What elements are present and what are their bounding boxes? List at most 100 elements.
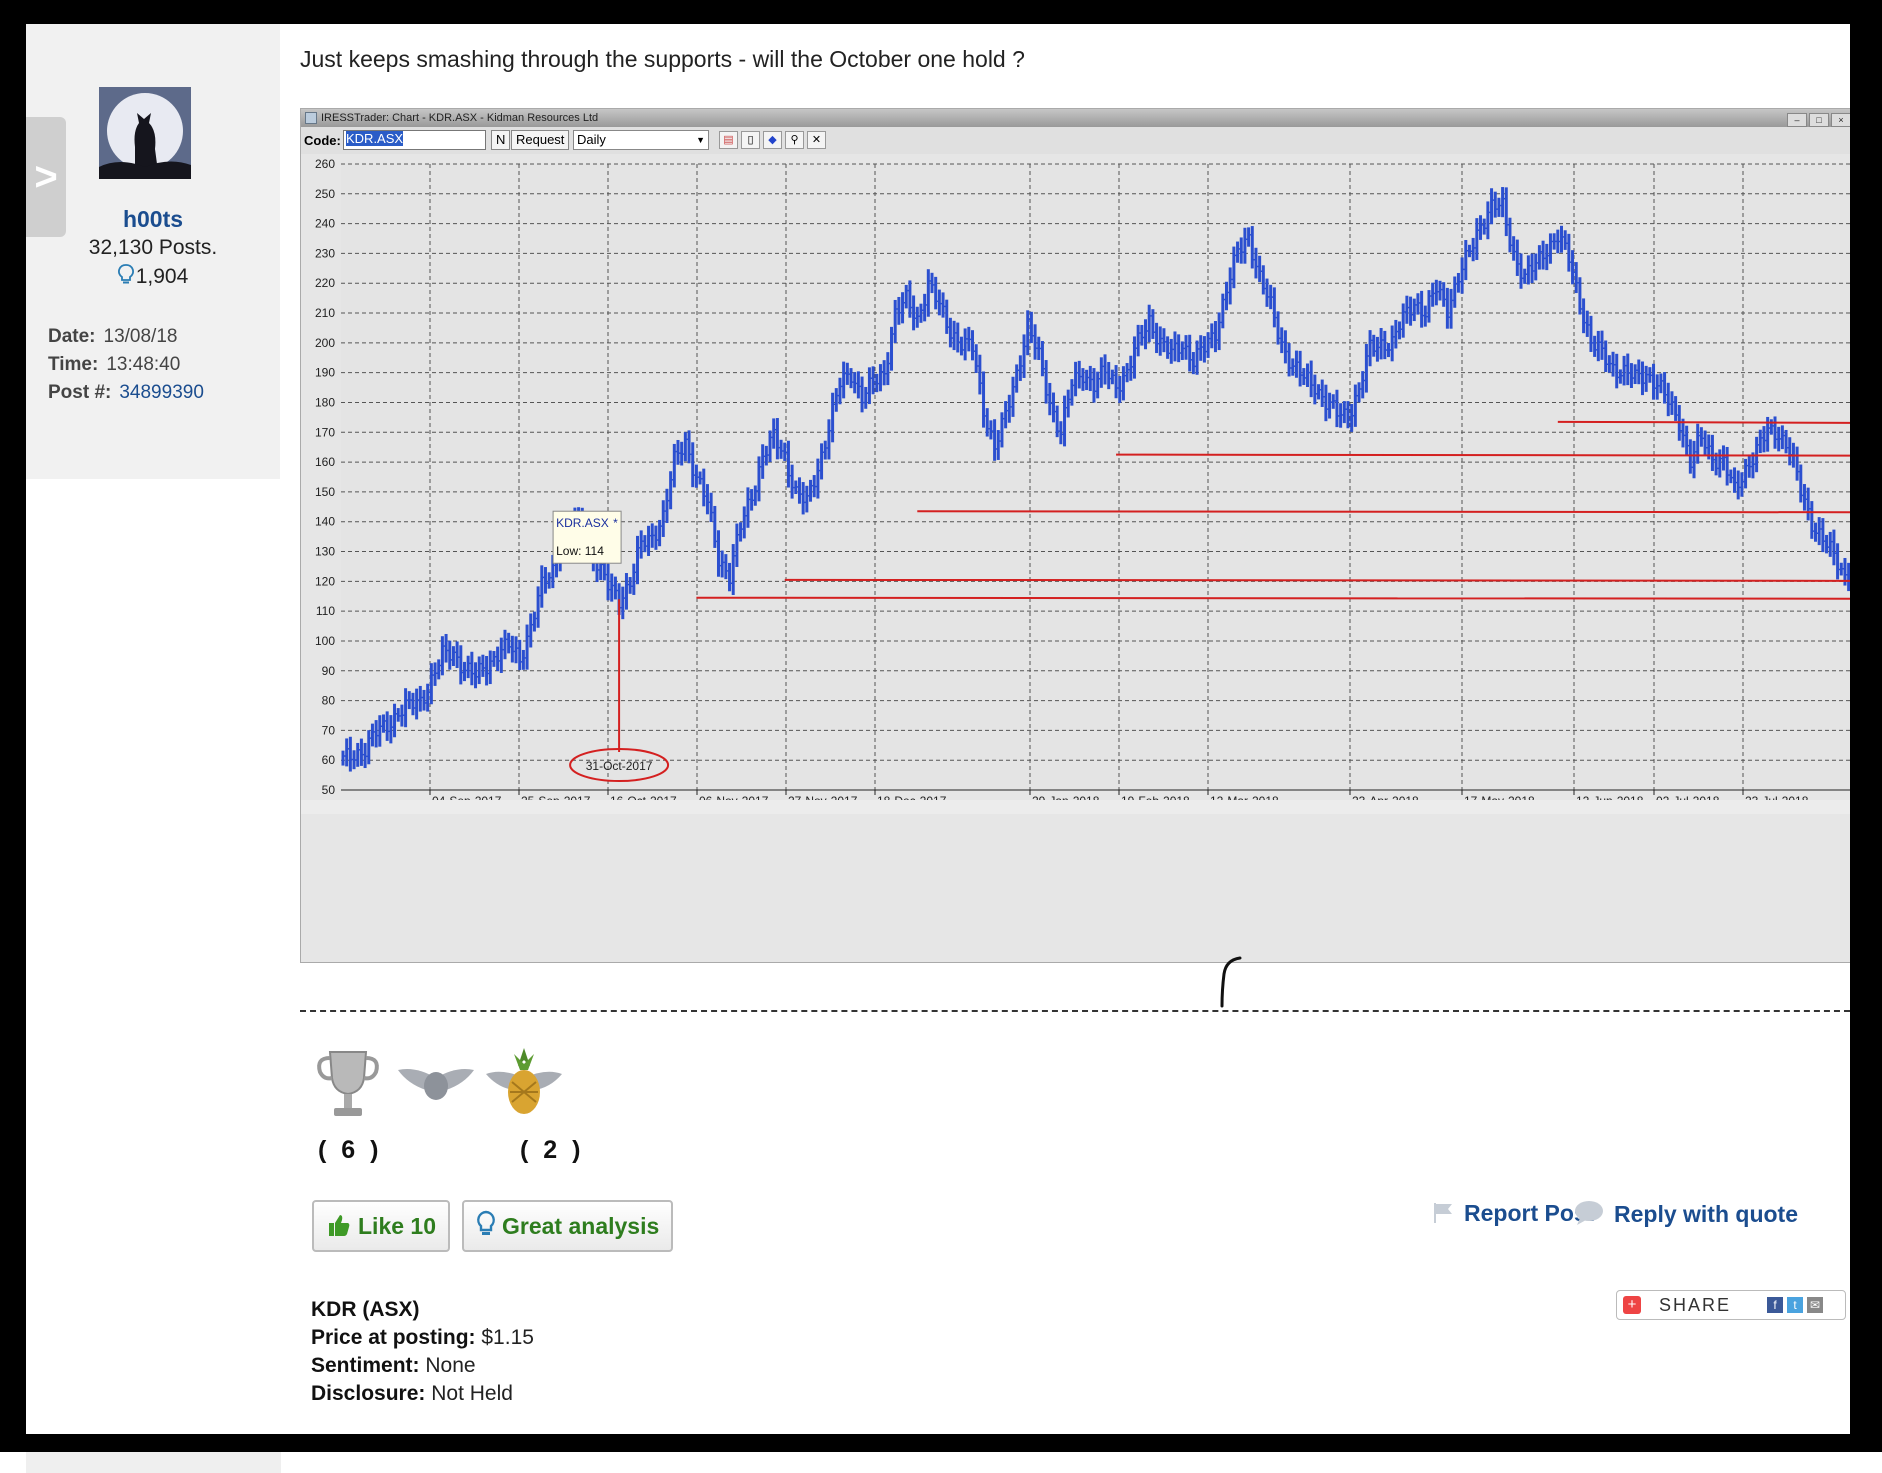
trophy-award-icon[interactable]: [308, 1044, 388, 1124]
price-bar: [1320, 379, 1324, 407]
twitter-icon[interactable]: t: [1787, 1297, 1803, 1313]
owl-moon-avatar[interactable]: [99, 87, 191, 179]
price-bar: [1784, 429, 1788, 454]
price-bar: [1814, 522, 1818, 542]
like-button[interactable]: Like 10: [312, 1200, 450, 1252]
price-bar: [1132, 336, 1136, 379]
price-bar: [739, 522, 743, 542]
date-label: Date:: [48, 326, 96, 347]
price-bar: [1018, 355, 1022, 381]
price-bar: [1390, 325, 1394, 362]
price-bar: [1692, 440, 1696, 479]
chart-window-titlebar[interactable]: IRESSTrader: Chart - KDR.ASX - Kidman Re…: [301, 109, 1850, 127]
new-document-icon[interactable]: ▯: [741, 131, 760, 149]
share-button[interactable]: + SHARE f t ✉: [1616, 1290, 1846, 1320]
price-bar: [1762, 426, 1766, 453]
price-bar: [1191, 352, 1195, 375]
date-marker-circle: [569, 748, 670, 782]
price-bar: [1232, 246, 1236, 289]
sentiment-label: Sentiment:: [311, 1354, 420, 1377]
price-bar: [1158, 326, 1162, 356]
price-bar: [1283, 330, 1287, 364]
price-bar: [1482, 218, 1486, 235]
price-bar: [831, 392, 835, 443]
price-bar: [709, 492, 713, 523]
great-analysis-label: Great analysis: [502, 1213, 660, 1239]
post-separator: [300, 1010, 1850, 1012]
price-bar: [786, 440, 790, 488]
price-bar: [1151, 309, 1155, 339]
price-bar: [1217, 312, 1221, 351]
price-bar: [658, 519, 662, 547]
price-bar: [1427, 290, 1431, 323]
price-bar: [1298, 350, 1302, 387]
price-bar: [691, 442, 695, 488]
maximize-icon[interactable]: □: [1809, 113, 1829, 127]
price-bar: [422, 689, 426, 711]
price-bar: [1121, 366, 1125, 401]
price-bar: [643, 535, 647, 553]
minimize-icon[interactable]: –: [1787, 113, 1807, 127]
price-bar: [411, 692, 415, 716]
price-bar: [1037, 336, 1041, 360]
price-bar: [1144, 319, 1148, 350]
tools-icon[interactable]: ✕: [807, 131, 826, 149]
price-bar: [790, 464, 794, 499]
close-icon[interactable]: ×: [1831, 113, 1850, 127]
post-date: Date: 13/08/18: [48, 326, 177, 348]
wings-award-icon[interactable]: [396, 1044, 476, 1124]
n-button[interactable]: N: [491, 130, 511, 150]
price-chart[interactable]: 50 60 70 80 90 100 110 120 130 140 150 160 170 180 190…: [301, 154, 1850, 914]
price-bar: [665, 488, 669, 523]
price-bar: [1640, 361, 1644, 396]
code-input[interactable]: KDR.ASX: [343, 130, 486, 150]
code-value: KDR.ASX: [346, 131, 404, 146]
price-bar: [1272, 287, 1276, 328]
price-bar: [1225, 281, 1229, 311]
reply-with-quote-link[interactable]: Reply with quote: [1574, 1200, 1798, 1228]
trophy-count: ( 6 ): [318, 1136, 383, 1164]
price-bar: [886, 352, 890, 386]
zoom-icon[interactable]: ⚲: [785, 131, 804, 149]
pineapple-award-icon[interactable]: [484, 1044, 564, 1124]
speech-bubble-icon: [1575, 1201, 1603, 1225]
price-bar: [1504, 187, 1508, 237]
price-bar: [485, 655, 489, 686]
price-bar: [864, 386, 868, 409]
price-bar: [1637, 359, 1641, 385]
chart-settings-icon[interactable]: ▤: [719, 131, 738, 149]
email-icon[interactable]: ✉: [1807, 1297, 1823, 1313]
ticker-value: KDR (ASX): [311, 1298, 420, 1321]
price-bar: [746, 487, 750, 528]
price-bar: [893, 299, 897, 344]
price-bar: [989, 420, 993, 440]
like-label: Like 10: [358, 1213, 436, 1239]
price-bar: [812, 475, 816, 498]
price-bar: [1707, 434, 1711, 460]
report-post-link[interactable]: Report Post: [1432, 1200, 1594, 1227]
y-tick-label: 200: [315, 336, 335, 350]
chart-scrollbar: [301, 800, 1850, 814]
price-bar: [543, 567, 547, 594]
postnum-link[interactable]: 34899390: [119, 382, 204, 403]
price-bar: [1788, 437, 1792, 466]
username[interactable]: h00ts: [122, 206, 184, 232]
price-at-posting: Price at posting: $1.15: [311, 1326, 534, 1350]
color-palette-icon[interactable]: ◆: [763, 131, 782, 149]
request-button[interactable]: Request: [511, 130, 570, 150]
great-analysis-button[interactable]: Great analysis: [462, 1200, 674, 1252]
user-sidebar: > h00ts 32,130 Posts. 1,904 Date: 13/08/1…: [26, 24, 280, 479]
price-bar: [1795, 446, 1799, 481]
price-bar: [1166, 336, 1170, 359]
price-bar: [1486, 201, 1490, 240]
collapse-sidebar-button[interactable]: >: [26, 117, 66, 237]
period-select[interactable]: Daily ▼: [573, 130, 709, 150]
price-bar: [735, 523, 739, 567]
price-bar: [1622, 355, 1626, 386]
facebook-icon[interactable]: f: [1767, 1297, 1783, 1313]
price-label: Price at posting:: [311, 1326, 476, 1349]
price-bar: [1559, 225, 1563, 253]
price-bar: [1350, 403, 1354, 432]
price-bar: [1802, 484, 1806, 511]
flag-icon: [1434, 1203, 1452, 1223]
